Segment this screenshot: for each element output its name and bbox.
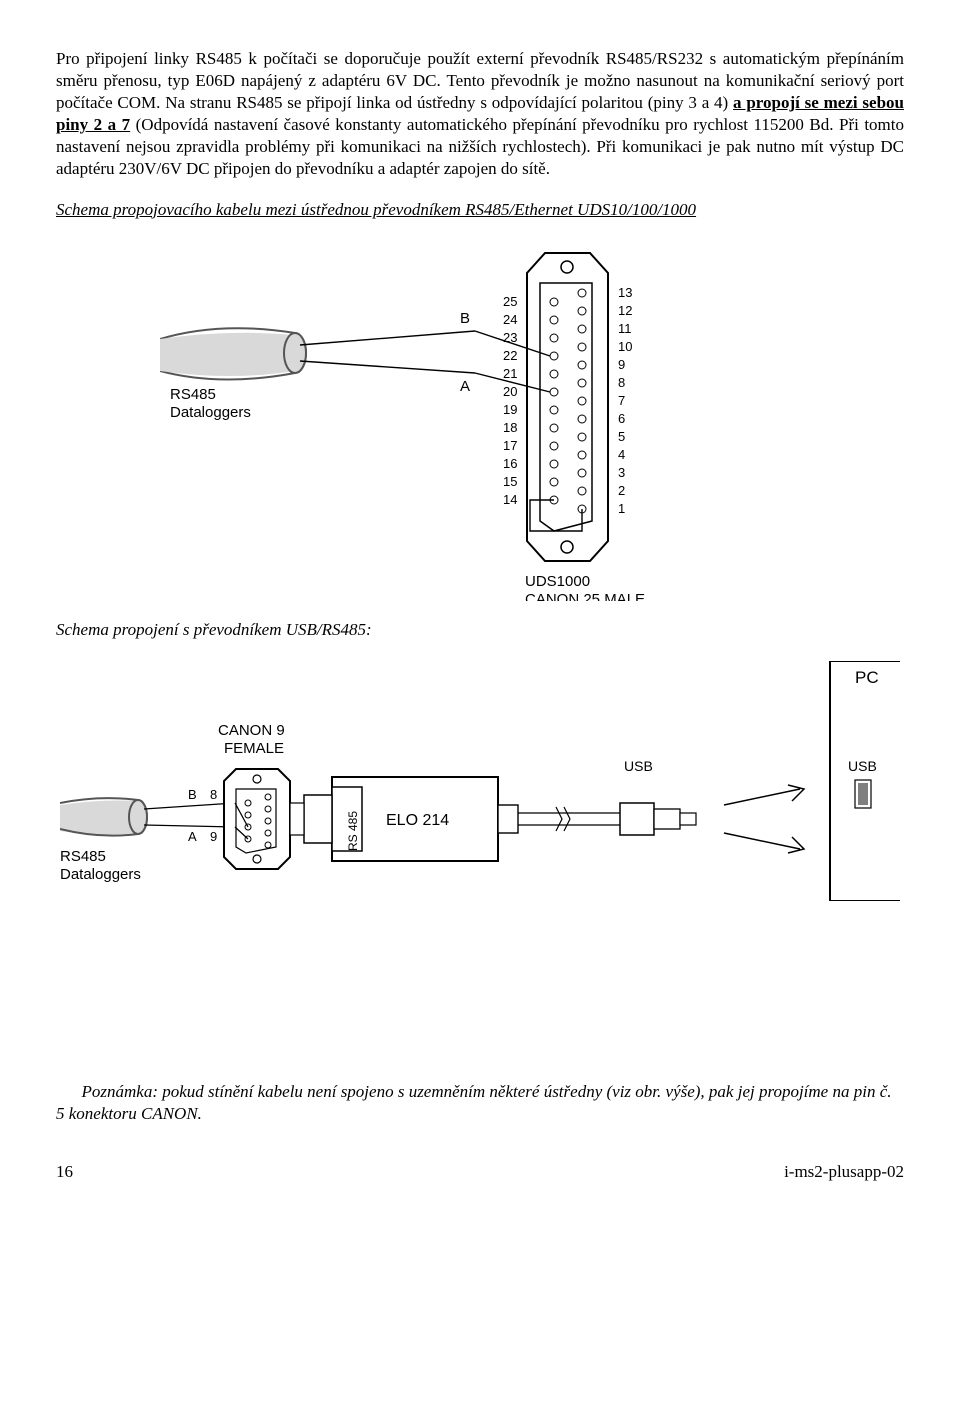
note-text: Poznámka: pokud stínění kabelu není spoj… xyxy=(56,1082,892,1123)
svg-text:3: 3 xyxy=(618,465,625,480)
canon9-label-1: CANON 9 xyxy=(218,722,285,739)
canon9-label-2: FEMALE xyxy=(224,740,284,757)
left-label-dataloggers: Dataloggers xyxy=(170,404,251,421)
db25-caption-2: CANON 25 MALE xyxy=(525,591,645,601)
intro-part-b: (Odpovídá nastavení časové konstanty aut… xyxy=(56,115,904,178)
svg-text:12: 12 xyxy=(618,303,632,318)
svg-text:13: 13 xyxy=(618,285,632,300)
svg-text:9: 9 xyxy=(618,357,625,372)
elo-label: ELO 214 xyxy=(386,812,449,829)
svg-text:19: 19 xyxy=(503,402,517,417)
diagram-usb-rs485: PC USB B A 8 9 CANON 9 FEMALE RS485 Data… xyxy=(60,661,900,901)
svg-text:7: 7 xyxy=(618,393,625,408)
section-title-1: Schema propojovacího kabelu mezi ústředn… xyxy=(56,199,904,221)
section-title-2: Schema propojení s převodníkem USB/RS485… xyxy=(56,619,904,641)
db25-connector xyxy=(527,253,608,561)
rs485-box-label: RS 485 xyxy=(346,810,360,850)
note-paragraph: Poznámka: pokud stínění kabelu není spoj… xyxy=(56,1081,904,1125)
left-label-rs485-2: RS485 xyxy=(60,848,106,865)
svg-text:14: 14 xyxy=(503,492,517,507)
svg-text:17: 17 xyxy=(503,438,517,453)
svg-text:4: 4 xyxy=(618,447,625,462)
svg-text:25: 25 xyxy=(503,294,517,309)
left-label-rs485: RS485 xyxy=(170,386,216,403)
usb-label-cable: USB xyxy=(624,758,653,774)
svg-text:21: 21 xyxy=(503,366,517,381)
svg-text:11: 11 xyxy=(618,321,632,336)
footer-doc-id: i-ms2-plusapp-02 xyxy=(784,1161,904,1183)
svg-text:10: 10 xyxy=(618,339,632,354)
svg-text:20: 20 xyxy=(503,384,517,399)
footer-page-number: 16 xyxy=(56,1161,73,1183)
wire-a-label: A xyxy=(460,378,470,395)
svg-text:8: 8 xyxy=(618,375,625,390)
left-label-dataloggers-2: Dataloggers xyxy=(60,866,141,883)
svg-text:22: 22 xyxy=(503,348,517,363)
paragraph-intro: Pro připojení linky RS485 k počítači se … xyxy=(56,48,904,181)
wire-b-label-2: B xyxy=(188,787,197,802)
svg-text:18: 18 xyxy=(503,420,517,435)
svg-text:5: 5 xyxy=(618,429,625,444)
svg-text:2: 2 xyxy=(618,483,625,498)
svg-text:1: 1 xyxy=(618,501,625,516)
pin-b-num: 8 xyxy=(210,787,217,802)
pc-label: PC xyxy=(855,668,879,687)
pin-a-num: 9 xyxy=(210,829,217,844)
page-footer: 16 i-ms2-plusapp-02 xyxy=(56,1161,904,1183)
usb-label-pc: USB xyxy=(848,758,877,774)
db25-caption-1: UDS1000 xyxy=(525,573,590,590)
svg-text:24: 24 xyxy=(503,312,517,327)
diagram-canon25: B A 13 12 11 10 9 8 7 6 5 4 3 2 1 25 24 … xyxy=(160,241,800,601)
svg-text:16: 16 xyxy=(503,456,517,471)
svg-text:15: 15 xyxy=(503,474,517,489)
wire-b-label: B xyxy=(460,310,470,327)
db9-connector xyxy=(224,769,290,869)
svg-text:6: 6 xyxy=(618,411,625,426)
wire-a-label-2: A xyxy=(188,829,197,844)
